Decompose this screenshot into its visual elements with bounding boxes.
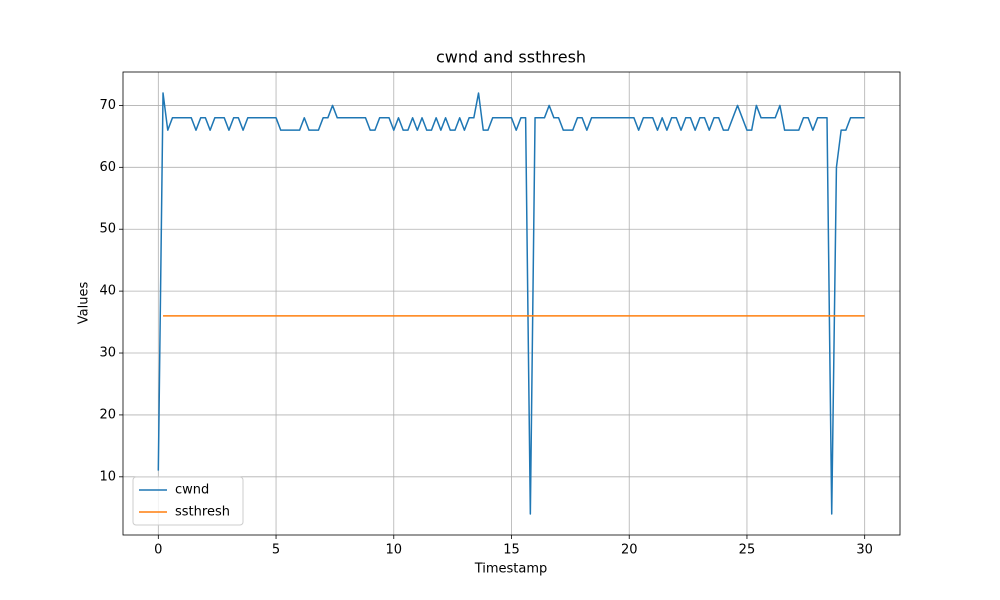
x-tick-label: 5 xyxy=(272,543,280,558)
x-tick-label: 30 xyxy=(856,543,873,558)
chart-title: cwnd and ssthresh xyxy=(436,48,586,67)
y-tick-label: 40 xyxy=(99,284,116,299)
x-tick-label: 15 xyxy=(503,543,520,558)
legend-label: ssthresh xyxy=(175,505,230,520)
x-tick-label: 20 xyxy=(621,543,638,558)
y-tick-label: 60 xyxy=(99,160,116,175)
legend-box xyxy=(132,476,244,526)
x-axis-label: Timestamp xyxy=(474,562,548,577)
y-tick-label: 20 xyxy=(99,407,116,422)
x-tick-label: 0 xyxy=(154,543,162,558)
y-tick-label: 50 xyxy=(99,222,116,237)
plot-frame xyxy=(122,71,901,536)
y-tick-label: 10 xyxy=(99,469,116,484)
y-axis-label: Values xyxy=(77,282,92,325)
x-tick-label: 10 xyxy=(385,543,402,558)
y-tick-label: 70 xyxy=(99,98,116,113)
line-series xyxy=(157,92,865,515)
y-tick-label: 30 xyxy=(99,346,116,361)
x-tick-label: 25 xyxy=(739,543,756,558)
legend-label: cwnd xyxy=(175,483,209,498)
